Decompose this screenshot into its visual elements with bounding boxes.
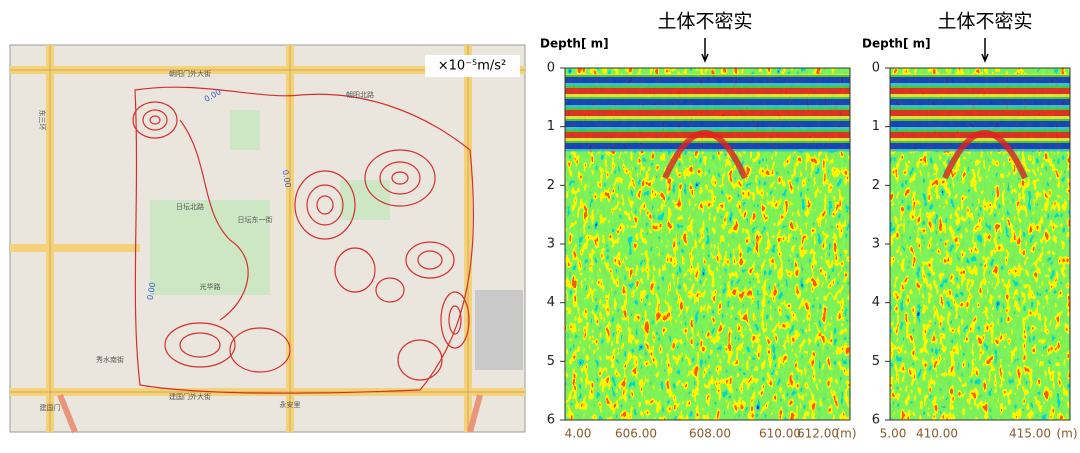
street-label: 日坛北路 [176,202,204,211]
depth-tick-label: 3 [872,237,880,252]
contours [132,86,475,394]
street-label: 朝阳门外大街 [169,69,211,78]
distance-tick-label: 606.00 [615,427,657,441]
depth-tick-label: 3 [547,237,555,252]
depth-tick-label: 0 [872,61,880,76]
road-edges [10,45,525,432]
panel-title: 土体不密实 [937,11,1032,33]
axis-label: Depth[ m] [540,37,609,51]
distance-tick-label: 608.00 [689,427,731,441]
distance-tick-label: 5.00 [880,427,907,441]
street-label: 光华路 [200,282,221,291]
depth-tick-label: 5 [872,354,880,369]
radar-bands [565,74,850,152]
depth-tick-label: 4 [547,295,555,310]
depth-tick-label: 5 [547,354,555,369]
street-label: 建国门 [40,403,61,412]
depth-tick-label: 0 [547,61,555,76]
distance-tick-label: 415.00 [1009,427,1051,441]
distance-tick-label: 612.00 [797,427,839,441]
ramps [57,393,483,434]
radargram: 土体不密实 Depth[ m] 0 1 2 3 4 5 6 4.00 606.00 608.00 610… [540,11,857,441]
arrow [981,38,989,63]
arrow [701,38,709,63]
radar-bands [890,74,1070,152]
hyperbola [942,130,1028,180]
radargram: 土体不密实 Depth[ m] 0 1 2 3 4 5 65.00 410.00 415.00 (m) [862,11,1078,441]
depth-tick-label: 6 [547,413,555,428]
panel-title: 土体不密实 [657,11,752,33]
depth-tick-label: 6 [872,413,880,428]
axis-label: Depth[ m] [862,37,931,51]
svg-text:0.00: 0.00 [281,169,293,188]
distance-unit: (m) [835,427,856,441]
street-label: 永安里 [280,400,301,409]
svg-text:0.00: 0.00 [146,282,158,301]
distance-tick-label: 4.00 [565,427,592,441]
street-label: 秀水南街 [96,355,124,364]
depth-tick-label: 4 [872,295,880,310]
map-panel: 0.000.000.00 ×10⁻⁵m/s² 朝阳门外大街朝阳北路日坛北路光华路… [9,44,526,434]
distance-tick-label: 410.00 [916,427,958,441]
street-label: 朝阳北路 [346,90,374,99]
unit-box [425,55,520,77]
street-label: 建国门外大街 [169,392,211,401]
hyperbola [662,130,748,180]
depth-tick-label: 1 [547,119,555,134]
street-label: 东三环 [38,110,47,131]
depth-tick-label: 1 [872,119,880,134]
distance-tick-label: 610.00 [759,427,801,441]
block [475,290,523,370]
unit-label: ×10⁻⁵m/s² [438,59,507,74]
distance-unit: (m) [1056,427,1077,441]
parks [150,110,390,295]
depth-tick-label: 2 [547,178,555,193]
depth-tick-label: 2 [872,178,880,193]
street-label: 日坛东一街 [238,215,273,224]
